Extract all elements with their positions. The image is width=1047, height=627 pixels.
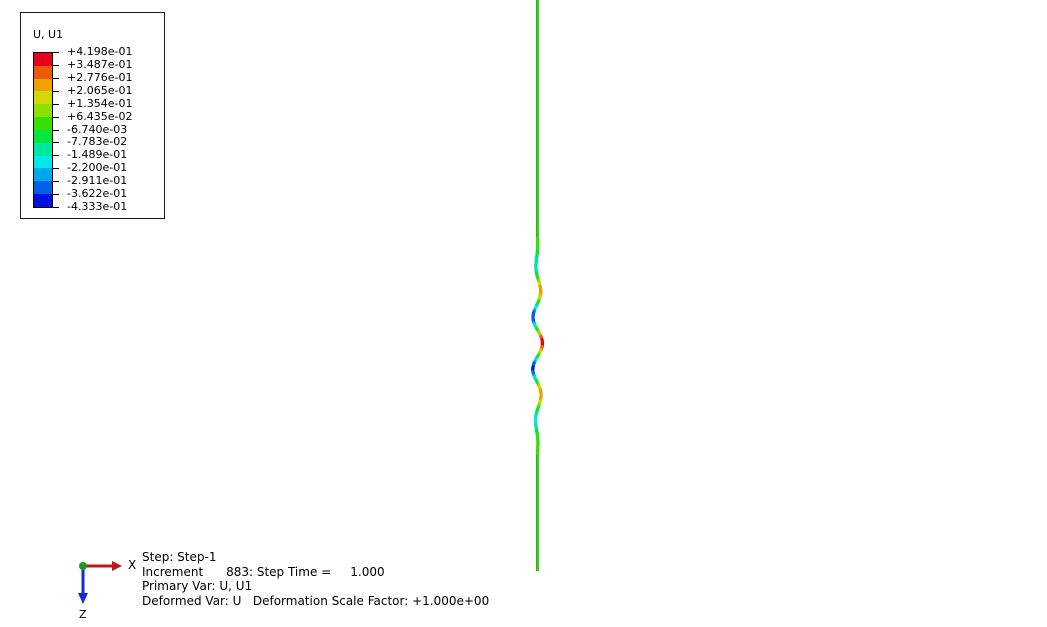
legend-value-label: +6.435e-02 xyxy=(67,111,132,123)
legend-tick xyxy=(53,130,59,131)
legend-swatch xyxy=(34,181,52,194)
legend-tick xyxy=(53,78,59,79)
legend-value-label: -6.740e-03 xyxy=(67,124,127,136)
legend-swatch xyxy=(34,53,52,66)
z-axis-arrow-head xyxy=(78,593,88,604)
legend-swatch xyxy=(34,79,52,92)
z-axis-label: Z xyxy=(79,608,87,621)
legend-color-bar xyxy=(33,52,53,208)
legend-swatch xyxy=(34,66,52,79)
legend-swatch xyxy=(34,91,52,104)
legend-value-label: -2.911e-01 xyxy=(67,175,127,187)
contour-legend: U, U1 +4.198e-01+3.487e-01+2.776e-01+2.0… xyxy=(20,12,165,219)
legend-value-label: -1.489e-01 xyxy=(67,149,127,161)
legend-tick xyxy=(53,117,59,118)
legend-tick xyxy=(53,52,59,53)
legend-tick xyxy=(53,104,59,105)
legend-tick xyxy=(53,207,59,208)
legend-tick xyxy=(53,155,59,156)
step-label: Step: Step-1 xyxy=(142,550,489,565)
legend-swatch xyxy=(34,156,52,169)
axis-triad: X Z xyxy=(70,555,140,623)
legend-value-label: -3.622e-01 xyxy=(67,188,127,200)
legend-value-label: -4.333e-01 xyxy=(67,201,127,213)
primary-var-label: Primary Var: U, U1 xyxy=(142,579,489,594)
legend-ticks xyxy=(53,52,61,208)
deformed-var-label: Deformed Var: U Deformation Scale Factor… xyxy=(142,594,489,609)
legend-value-label: +1.354e-01 xyxy=(67,98,132,110)
legend-tick xyxy=(53,168,59,169)
legend-tick xyxy=(53,194,59,195)
legend-swatch xyxy=(34,130,52,143)
increment-label: Increment 883: Step Time = 1.000 xyxy=(142,565,489,580)
legend-value-label: +2.065e-01 xyxy=(67,85,132,97)
rod-buckled-region xyxy=(533,238,543,455)
legend-value-label: +4.198e-01 xyxy=(67,46,132,58)
legend-swatch xyxy=(34,104,52,117)
y-axis-arrow-dot xyxy=(79,562,87,570)
legend-value-label: -2.200e-01 xyxy=(67,162,127,174)
legend-tick xyxy=(53,181,59,182)
legend-tick xyxy=(53,65,59,66)
legend-swatch xyxy=(34,143,52,156)
legend-swatch xyxy=(34,117,52,130)
legend-title: U, U1 xyxy=(33,28,63,41)
legend-value-label: +3.487e-01 xyxy=(67,59,132,71)
legend-value-label: -7.783e-02 xyxy=(67,136,127,148)
x-axis-arrow-head xyxy=(112,561,122,571)
legend-swatch xyxy=(34,168,52,181)
x-axis-label: X xyxy=(128,558,136,572)
legend-tick xyxy=(53,91,59,92)
legend-value-label: +2.776e-01 xyxy=(67,72,132,84)
step-info-block: Step: Step-1 Increment 883: Step Time = … xyxy=(142,550,489,608)
legend-tick xyxy=(53,142,59,143)
legend-swatch xyxy=(34,194,52,207)
